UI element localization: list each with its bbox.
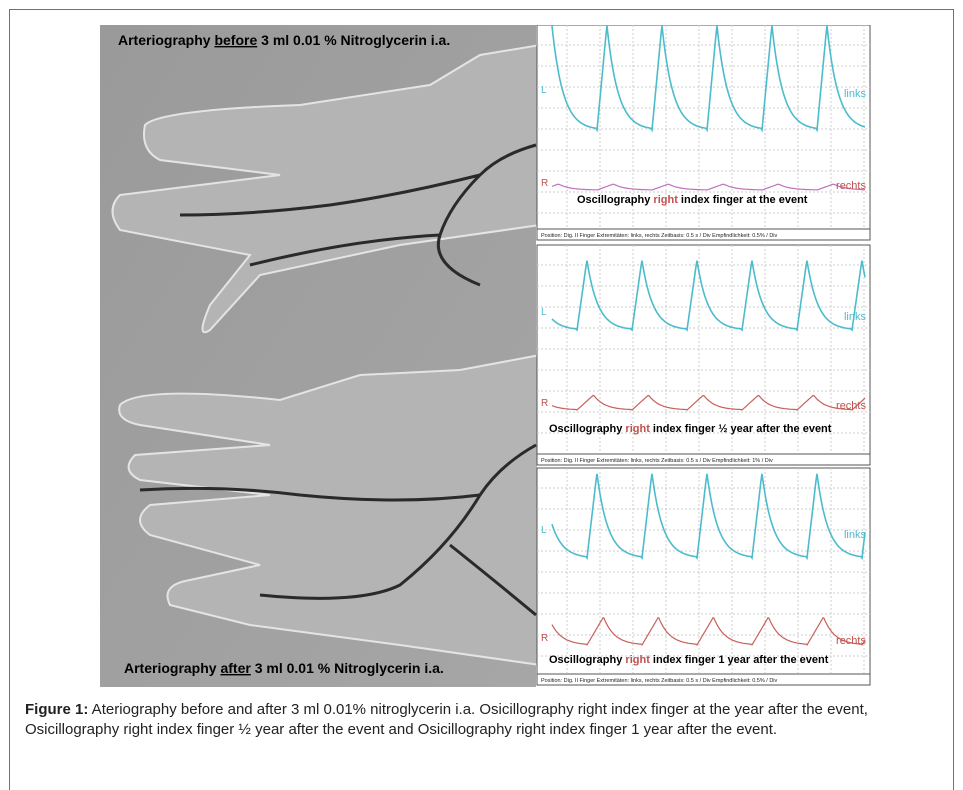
panel-footer: Position: Dig. II Finger Extremitäten: l… (541, 678, 778, 684)
panel-footer: Position: Dig. II Finger Extremitäten: l… (541, 233, 778, 239)
caption-text: Ateriography before and after 3 ml 0.01%… (25, 701, 868, 738)
label-part: before (214, 32, 257, 48)
lower-trace-label: rechts (836, 400, 866, 412)
upper-trace-label: links (844, 311, 867, 323)
right-label: R (541, 178, 548, 189)
title-part: right (625, 654, 650, 666)
upper-trace-label: links (844, 529, 867, 541)
panel-border (537, 25, 870, 240)
right-label: R (541, 633, 548, 644)
label-part: Arteriography (118, 32, 214, 48)
label-part: 3 ml 0.01 % Nitroglycerin i.a. (257, 32, 450, 48)
caption: Figure 1: Ateriography before and after … (25, 700, 940, 740)
upper-trace-label: links (844, 88, 867, 100)
left-label: L (541, 525, 547, 536)
left-label: L (541, 307, 547, 318)
angiography-top-label: Arteriography before 3 ml 0.01 % Nitrogl… (118, 32, 450, 48)
title-part: right (625, 423, 650, 435)
title-part: Oscillography (577, 194, 653, 206)
panel-title: Oscillography right index finger ½ year … (549, 423, 832, 435)
label-part: Arteriography (124, 660, 220, 676)
title-part: Oscillography (549, 423, 625, 435)
label-part: after (220, 660, 251, 676)
lower-trace-label: rechts (836, 635, 866, 647)
panel-title: Oscillography right index finger at the … (577, 194, 808, 206)
title-part: Oscillography (549, 654, 625, 666)
title-part: right (653, 194, 678, 206)
lower-trace-label: rechts (836, 180, 866, 192)
right-label: R (541, 398, 548, 409)
figure-image: Arteriography before 3 ml 0.01 % Nitrogl… (100, 25, 872, 687)
panel-footer: Position: Dig. II Finger Extremitäten: l… (541, 458, 773, 464)
panel-title: Oscillography right index finger 1 year … (549, 654, 829, 666)
label-part: 3 ml 0.01 % Nitroglycerin i.a. (251, 660, 444, 676)
angiography-bottom-label: Arteriography after 3 ml 0.01 % Nitrogly… (124, 660, 444, 676)
page: Arteriography before 3 ml 0.01 % Nitrogl… (0, 0, 963, 769)
title-part: index finger at the event (678, 194, 808, 206)
title-part: index finger ½ year after the event (650, 423, 832, 435)
left-label: L (541, 85, 547, 96)
caption-label: Figure 1: (25, 701, 88, 718)
title-part: index finger 1 year after the event (650, 654, 829, 666)
